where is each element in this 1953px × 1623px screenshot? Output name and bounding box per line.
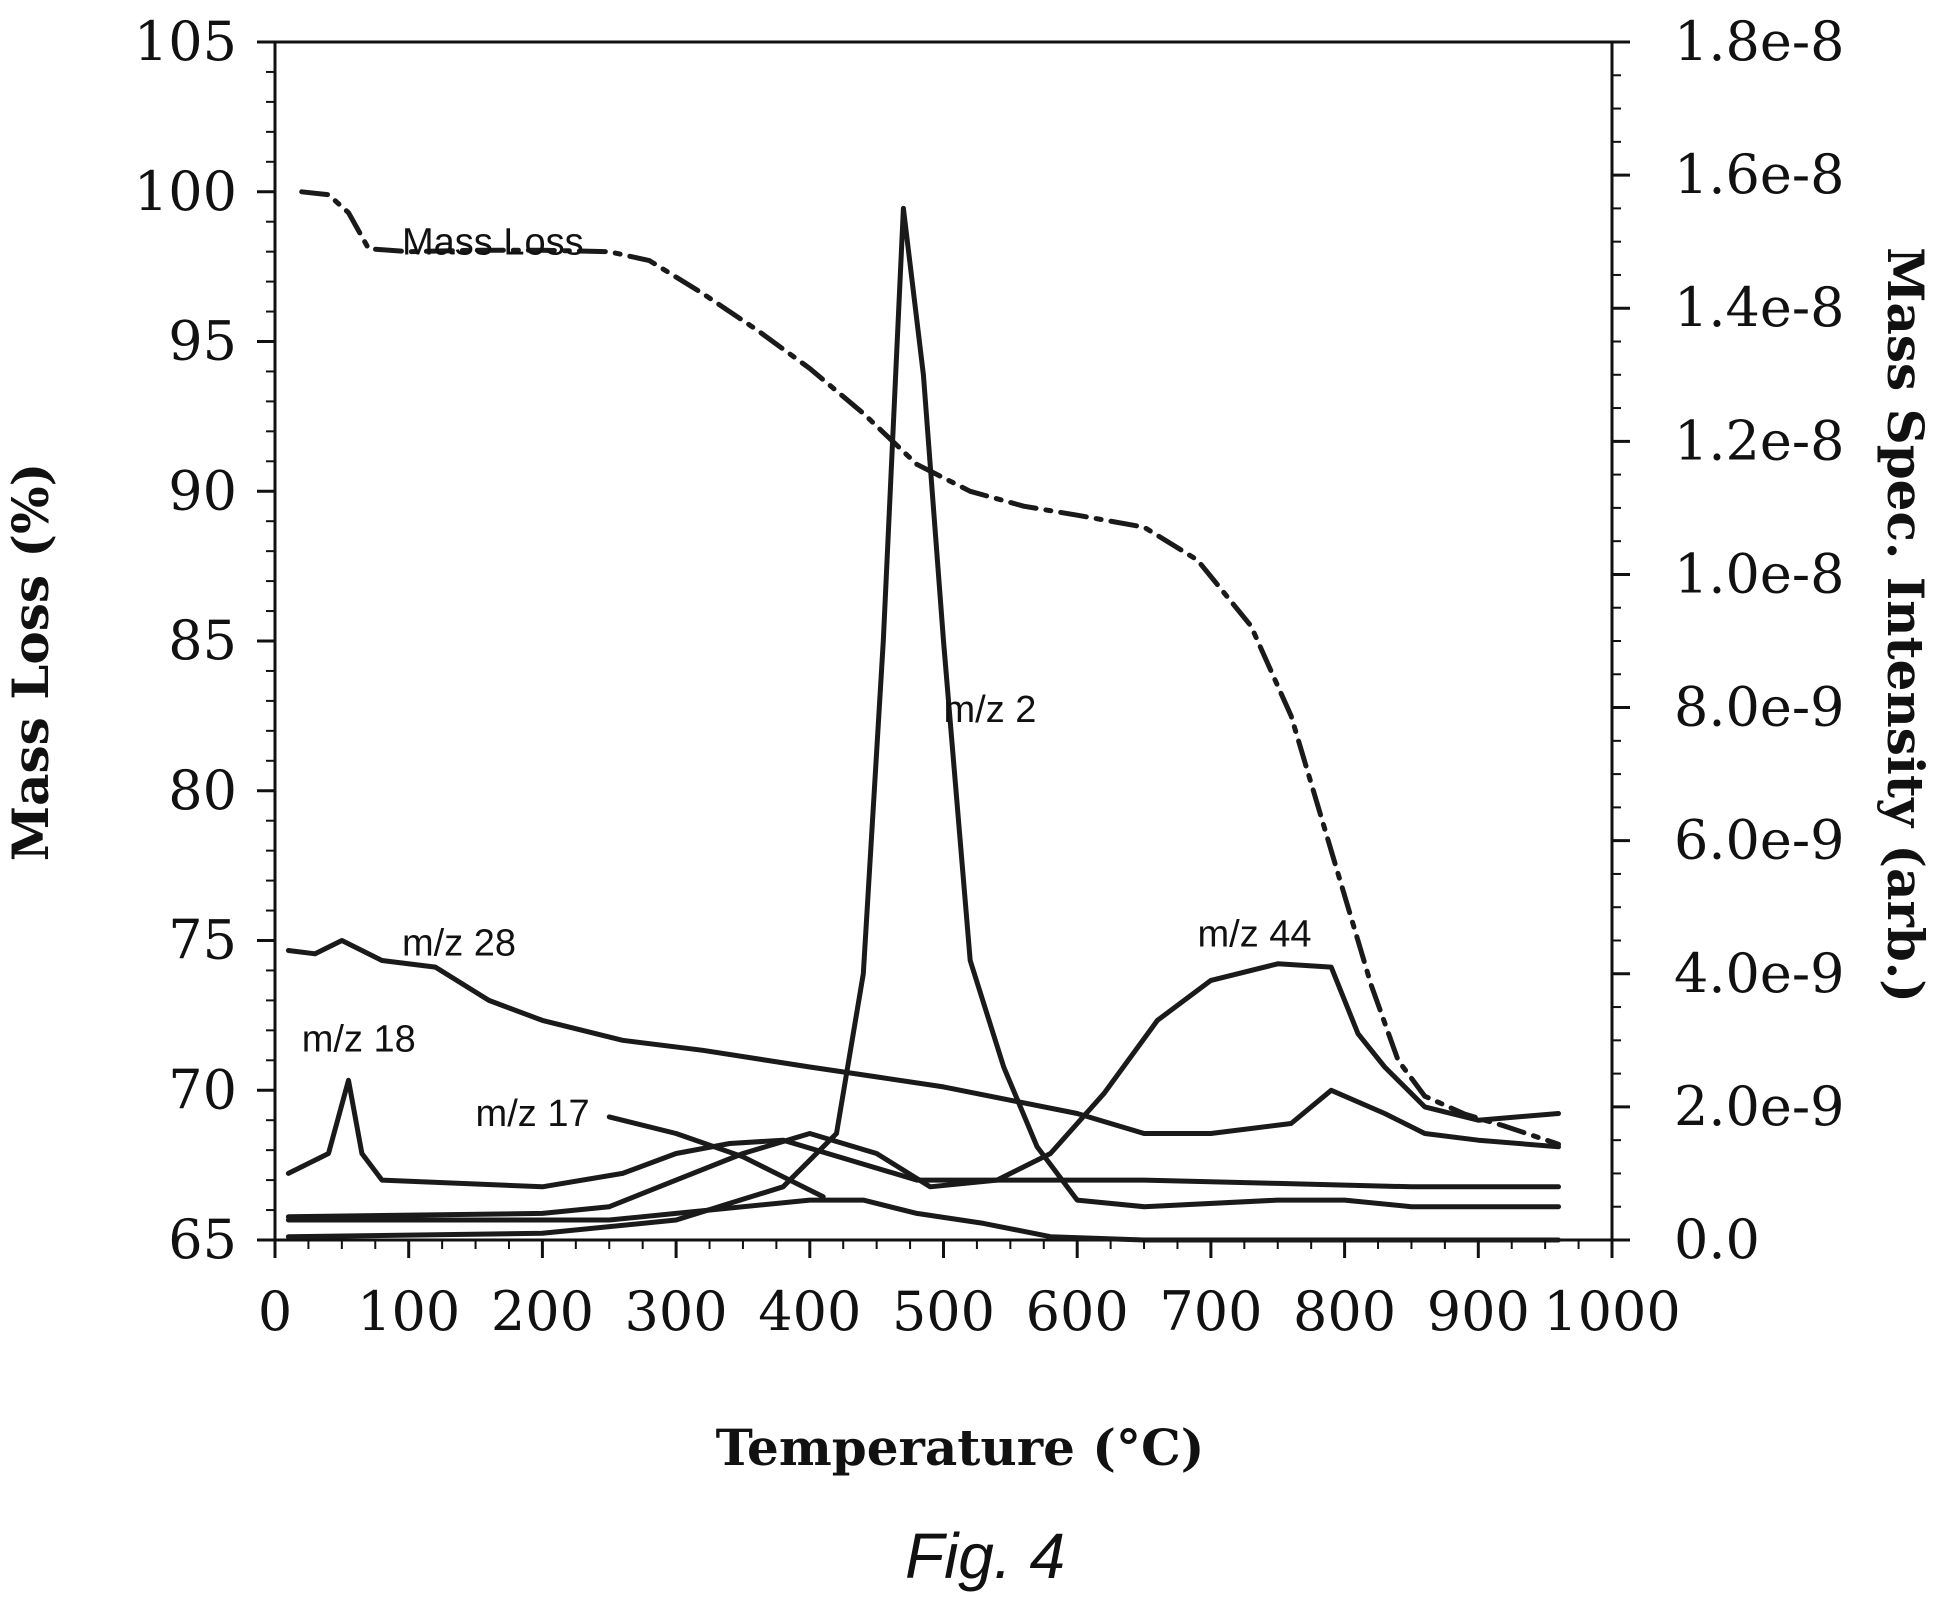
series-line-m-z-28 xyxy=(285,938,1561,1150)
y-tick-label: 65 xyxy=(168,1208,237,1271)
y2-axis-title: Mass Spec. Intensity (arb.) xyxy=(1876,247,1935,1003)
y-tick-label: 105 xyxy=(134,10,237,73)
x-tick-label: 900 xyxy=(1427,1280,1530,1343)
y-tick-label: 85 xyxy=(168,609,237,672)
y-tick-label: 75 xyxy=(168,909,237,972)
series-line-m-z-18 xyxy=(285,1077,1561,1190)
y2-tick-label: 1.4e-8 xyxy=(1674,276,1844,339)
series-label: m/z 17 xyxy=(476,1093,590,1135)
series-label: m/z 2 xyxy=(944,689,1037,731)
series-line-m-z-44 xyxy=(285,961,1561,1220)
x-tick-label: 100 xyxy=(357,1280,460,1343)
y-axis-title: Mass Loss (%) xyxy=(1,463,60,862)
x-tick-label: 400 xyxy=(758,1280,861,1343)
series-lines xyxy=(285,189,1561,1243)
y-tick-label: 95 xyxy=(168,310,237,373)
series-label: m/z 28 xyxy=(402,922,516,964)
series-label: m/z 18 xyxy=(302,1018,416,1060)
y2-tick-label: 1.8e-8 xyxy=(1674,10,1844,73)
y2-tick-label: 8.0e-9 xyxy=(1674,676,1844,739)
x-tick-label: 700 xyxy=(1159,1280,1262,1343)
y2-tick-label: 0.0 xyxy=(1674,1208,1760,1271)
y2-tick-label: 4.0e-9 xyxy=(1674,942,1844,1005)
y2-tick-label: 6.0e-9 xyxy=(1674,809,1844,872)
x-axis-title: Temperature (°C) xyxy=(716,1418,1205,1477)
y2-tick-label: 1.6e-8 xyxy=(1674,143,1844,206)
series-line-unlabeled-6 xyxy=(606,1114,826,1200)
x-tick-label: 200 xyxy=(491,1280,594,1343)
y-tick-label: 80 xyxy=(168,759,237,822)
axis-ticks: 0 100 200 300 400 500 600 700 800 900 1000 65 70 75 80… xyxy=(134,10,1845,1343)
y-tick-label: 90 xyxy=(168,459,237,522)
x-tick-label: 1000 xyxy=(1543,1280,1680,1343)
series-line-m-z-2 xyxy=(285,205,1561,1240)
x-tick-label: 600 xyxy=(1026,1280,1129,1343)
series-line-mass-loss xyxy=(299,189,1561,1147)
x-tick-label: 0 xyxy=(258,1280,292,1343)
y2-tick-label: 1.0e-8 xyxy=(1674,542,1844,605)
figure-caption: Fig. 4 xyxy=(905,1520,1065,1592)
y2-tick-label: 2.0e-9 xyxy=(1674,1075,1844,1138)
y-tick-label: 70 xyxy=(168,1058,237,1121)
y2-tick-label: 1.2e-8 xyxy=(1674,409,1844,472)
y-tick-label: 100 xyxy=(134,160,237,223)
series-label: Mass Loss xyxy=(402,222,584,264)
series-label: m/z 44 xyxy=(1198,913,1312,955)
x-tick-label: 300 xyxy=(625,1280,728,1343)
series-labels: Mass Loss m/z 2 m/z 44 m/z 28 m/z 18 m/z 17 xyxy=(302,222,1312,1136)
x-tick-label: 500 xyxy=(892,1280,995,1343)
x-tick-label: 800 xyxy=(1293,1280,1396,1343)
